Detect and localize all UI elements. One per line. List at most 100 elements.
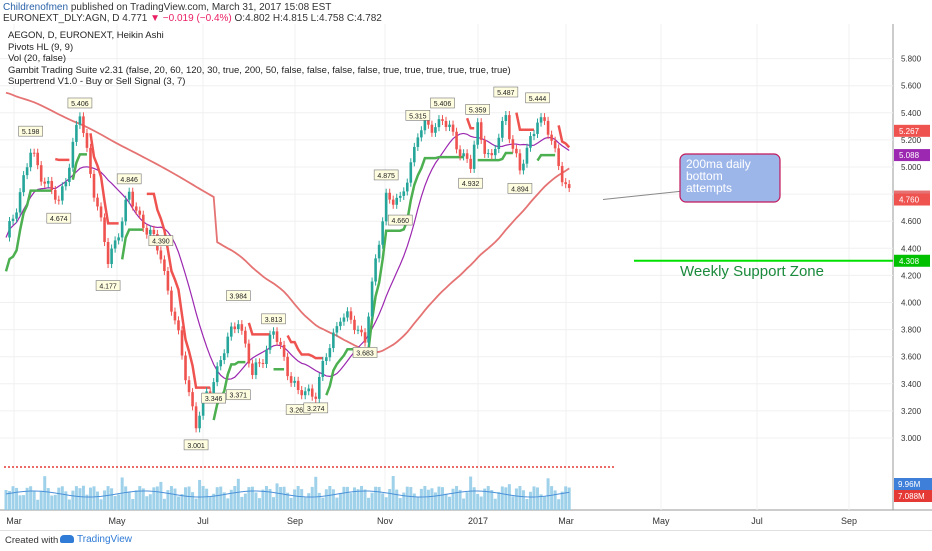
supertrend-up-line xyxy=(325,155,464,396)
volume-tag xyxy=(894,478,932,490)
volume-bar xyxy=(233,486,237,510)
pivot-label-box xyxy=(95,280,121,291)
candle-body xyxy=(508,115,511,140)
supertrend-down-line xyxy=(247,322,270,336)
volume-bar xyxy=(247,487,251,510)
publish-line: Childrenofmen published on TradingView.c… xyxy=(3,2,331,13)
candle-body xyxy=(416,137,420,147)
volume-bar xyxy=(465,492,469,510)
volume-bar xyxy=(286,492,290,510)
price-chart[interactable]: 5.8005.6005.4005.2005.0004.8004.6004.400… xyxy=(0,24,932,530)
pivot-label-box xyxy=(148,235,174,246)
supertrend-up-line xyxy=(477,151,513,162)
volume-bar xyxy=(46,488,50,510)
pivot-label-box xyxy=(373,169,399,181)
volume-bar xyxy=(564,486,568,510)
volume-bar xyxy=(543,496,547,510)
volume-bar xyxy=(166,490,170,510)
candle-body xyxy=(469,158,472,169)
y-tick-label: 3.400 xyxy=(901,380,922,389)
volume-bar xyxy=(124,486,128,510)
volume-bar xyxy=(264,486,268,510)
ohlc-values: O:4.802 H:4.815 L:4.758 C:4.782 xyxy=(234,13,382,24)
candle-body xyxy=(486,153,490,155)
candle-body xyxy=(46,181,50,184)
volume-bar xyxy=(370,492,374,510)
candle-body xyxy=(138,210,142,215)
legend-item-pivots[interactable]: Pivots HL (9, 9) xyxy=(8,41,74,53)
volume-bar xyxy=(384,497,388,510)
volume-bar xyxy=(25,487,29,510)
volume-bar xyxy=(539,494,543,510)
candle-body xyxy=(75,124,78,142)
candle-body xyxy=(497,137,501,150)
supertrend-down-line xyxy=(54,157,70,162)
symbol: EURONEXT_DLY:AGN, D xyxy=(3,13,120,24)
pivot-label-box xyxy=(507,183,533,194)
volume-bar xyxy=(134,490,138,510)
pivot-label-text: 3.001 xyxy=(187,443,205,450)
candle-body xyxy=(50,181,54,191)
volume-bar xyxy=(272,497,276,510)
volume-bar xyxy=(314,476,318,510)
volume-bar xyxy=(60,486,64,510)
candle-body xyxy=(310,388,314,397)
pivot-label: 5.406 xyxy=(67,97,93,109)
candle-body xyxy=(504,115,508,121)
candle-body xyxy=(261,363,265,365)
volume-bar xyxy=(64,491,68,510)
pivot-label-box xyxy=(458,177,483,189)
y-tick-label: 3.000 xyxy=(901,434,922,443)
footer: Created with TradingView xyxy=(0,530,932,551)
candle-body xyxy=(550,134,553,141)
callout-text: attempts xyxy=(686,181,732,195)
volume-bar xyxy=(430,488,434,510)
volume-bar xyxy=(381,493,385,510)
candle-body xyxy=(275,331,279,342)
y-tick-label: 4.200 xyxy=(901,271,922,280)
tradingview-logo[interactable]: TradingView xyxy=(60,534,132,545)
candle-body xyxy=(247,343,251,364)
legend-item-volume[interactable]: Vol (20, false) xyxy=(8,53,67,64)
candle-body xyxy=(543,117,546,121)
pivot-label: 4.875 xyxy=(373,169,399,181)
pivot-label-text: 4.846 xyxy=(120,177,138,184)
pivot-label: 4.177 xyxy=(95,280,121,291)
volume-bar xyxy=(360,486,364,510)
volume-bar xyxy=(11,486,15,510)
volume-bar xyxy=(240,496,244,510)
last-price: 4.771 xyxy=(122,13,148,24)
candle-body xyxy=(303,391,307,396)
candle-body xyxy=(53,190,57,200)
volume-bar xyxy=(191,492,195,510)
pivot-label-text: 4.390 xyxy=(152,239,170,246)
candle-body xyxy=(522,163,525,171)
legend-item-supertrend[interactable]: Supertrend V1.0 - Buy or Sell Signal (3,… xyxy=(8,76,186,87)
price-change: −0.019 (−0.4%) xyxy=(162,13,232,24)
volume-bar xyxy=(500,486,504,510)
candle-body xyxy=(117,237,120,241)
volume-bar xyxy=(567,487,571,510)
y-tick-label: 4.400 xyxy=(901,244,922,253)
author-link[interactable]: Childrenofmen xyxy=(3,2,69,13)
candle-body xyxy=(553,140,557,149)
volume-bar xyxy=(409,487,413,510)
candle-body xyxy=(145,227,149,235)
candle-body xyxy=(420,130,423,138)
candle-body xyxy=(268,334,272,350)
volume-bar xyxy=(289,497,293,510)
pivot-label: 3.346 xyxy=(201,392,226,404)
cloud-icon xyxy=(60,535,74,544)
pivot-label-text: 5.406 xyxy=(434,101,452,108)
pivot-label-text: 5.315 xyxy=(409,113,427,120)
legend-item-gambit[interactable]: Gambit Trading Suite v2.31 (false, 20, 6… xyxy=(8,64,511,76)
supertrend-down-line xyxy=(465,117,475,130)
candle-body xyxy=(332,332,335,349)
pivot-label: 3.813 xyxy=(261,313,286,325)
candle-body xyxy=(229,326,233,337)
pivot-label: 3.683 xyxy=(352,347,378,358)
candle-body xyxy=(377,244,381,259)
created-with-text: Created with xyxy=(5,535,59,546)
candle-body xyxy=(321,360,325,377)
pivot-label-text: 3.371 xyxy=(230,393,248,400)
